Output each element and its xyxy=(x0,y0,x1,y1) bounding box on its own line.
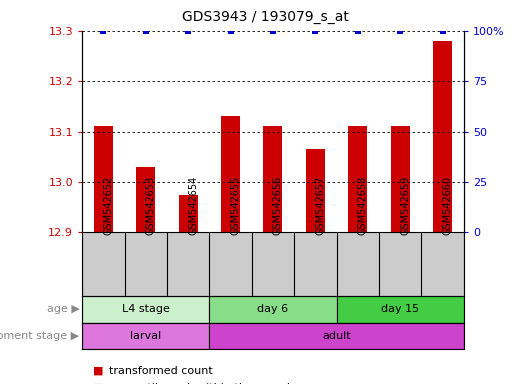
Bar xyxy=(179,195,198,232)
Bar xyxy=(348,126,367,232)
Bar xyxy=(136,167,155,232)
Text: GSM542655: GSM542655 xyxy=(231,175,241,235)
Bar xyxy=(209,323,464,349)
Text: GSM542657: GSM542657 xyxy=(315,175,325,235)
Text: ■: ■ xyxy=(93,366,103,376)
Text: GDS3943 / 193079_s_at: GDS3943 / 193079_s_at xyxy=(182,10,348,23)
Text: day 6: day 6 xyxy=(258,304,288,314)
Text: day 15: day 15 xyxy=(381,304,419,314)
Bar xyxy=(433,41,452,232)
Bar xyxy=(337,296,464,323)
Text: age ▶: age ▶ xyxy=(47,304,80,314)
Text: GSM542654: GSM542654 xyxy=(188,175,198,235)
Text: larval: larval xyxy=(130,331,161,341)
Bar xyxy=(391,126,410,232)
Bar xyxy=(306,149,325,232)
Bar xyxy=(94,126,113,232)
Bar xyxy=(82,323,209,349)
Text: transformed count: transformed count xyxy=(109,366,213,376)
Bar xyxy=(82,296,209,323)
Text: ■: ■ xyxy=(93,383,103,384)
Text: percentile rank within the sample: percentile rank within the sample xyxy=(109,383,296,384)
Bar xyxy=(209,296,337,323)
Text: GSM542653: GSM542653 xyxy=(146,175,156,235)
Text: GSM542659: GSM542659 xyxy=(400,175,410,235)
Text: adult: adult xyxy=(322,331,351,341)
Text: development stage ▶: development stage ▶ xyxy=(0,331,80,341)
Text: GSM542652: GSM542652 xyxy=(103,175,113,235)
Text: GSM542660: GSM542660 xyxy=(443,176,453,235)
Bar xyxy=(221,116,240,232)
Text: L4 stage: L4 stage xyxy=(122,304,170,314)
Bar xyxy=(263,126,282,232)
Text: GSM542658: GSM542658 xyxy=(358,175,368,235)
Text: GSM542656: GSM542656 xyxy=(273,175,283,235)
